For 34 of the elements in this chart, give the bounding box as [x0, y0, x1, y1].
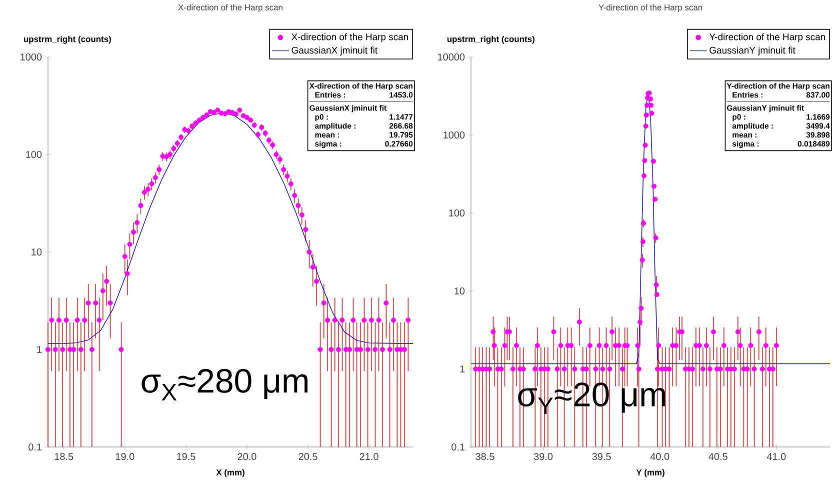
y-tick-label: 100	[449, 209, 465, 217]
x-tick-label: 20.5	[298, 453, 318, 460]
x-tick-label: 40.5	[708, 453, 728, 460]
y-tick-label: 1	[37, 346, 42, 353]
y-tick-label: 10000	[438, 53, 465, 61]
chart-title: X-direction of the Harp scan	[178, 4, 282, 12]
y-axis-title: upstrm_right (counts)	[24, 36, 111, 44]
y-tick-label: 0.1	[452, 443, 465, 451]
legend-label: GaussianY jminuit fit	[710, 46, 796, 56]
legend-label: Y-direction of the Harp scan	[709, 33, 825, 42]
x-tick-label: 39.5	[592, 453, 611, 460]
y-tick-label: 1000	[20, 53, 42, 61]
legend-label: GaussianX jminuit fit	[292, 46, 378, 56]
chart-title: Y-direction of the Harp scan	[598, 4, 702, 12]
y-tick-label: 100	[26, 150, 42, 158]
y-tick-label: 0.1	[28, 443, 42, 451]
x-tick-label: 18.5	[54, 453, 74, 460]
x-tick-label: 39.0	[534, 453, 553, 460]
x-tick-label: 20.0	[238, 453, 256, 460]
x-tick-label: 41.0	[766, 453, 786, 460]
x-tick-label: 19.0	[116, 453, 134, 460]
x-tick-label: 19.5	[177, 453, 196, 460]
y-axis-title: upstrm_right (counts)	[447, 36, 534, 44]
x-tick-label: 38.5	[476, 453, 494, 460]
y-tick-label: 10	[454, 287, 465, 295]
legend-label: X-direction of the Harp scan	[292, 33, 408, 42]
x-axis-title: Y (mm)	[636, 469, 664, 478]
y-tick-label: 1	[460, 366, 465, 372]
x-tick-label: 40.0	[650, 453, 670, 460]
annotation: σ$_{X}$≈280 μm	[142, 368, 308, 400]
x-axis-title: X (mm)	[216, 469, 244, 478]
y-tick-label: 1000	[444, 131, 465, 139]
y-tick-label: 10	[32, 248, 42, 256]
x-tick-label: 21.0	[360, 453, 378, 460]
